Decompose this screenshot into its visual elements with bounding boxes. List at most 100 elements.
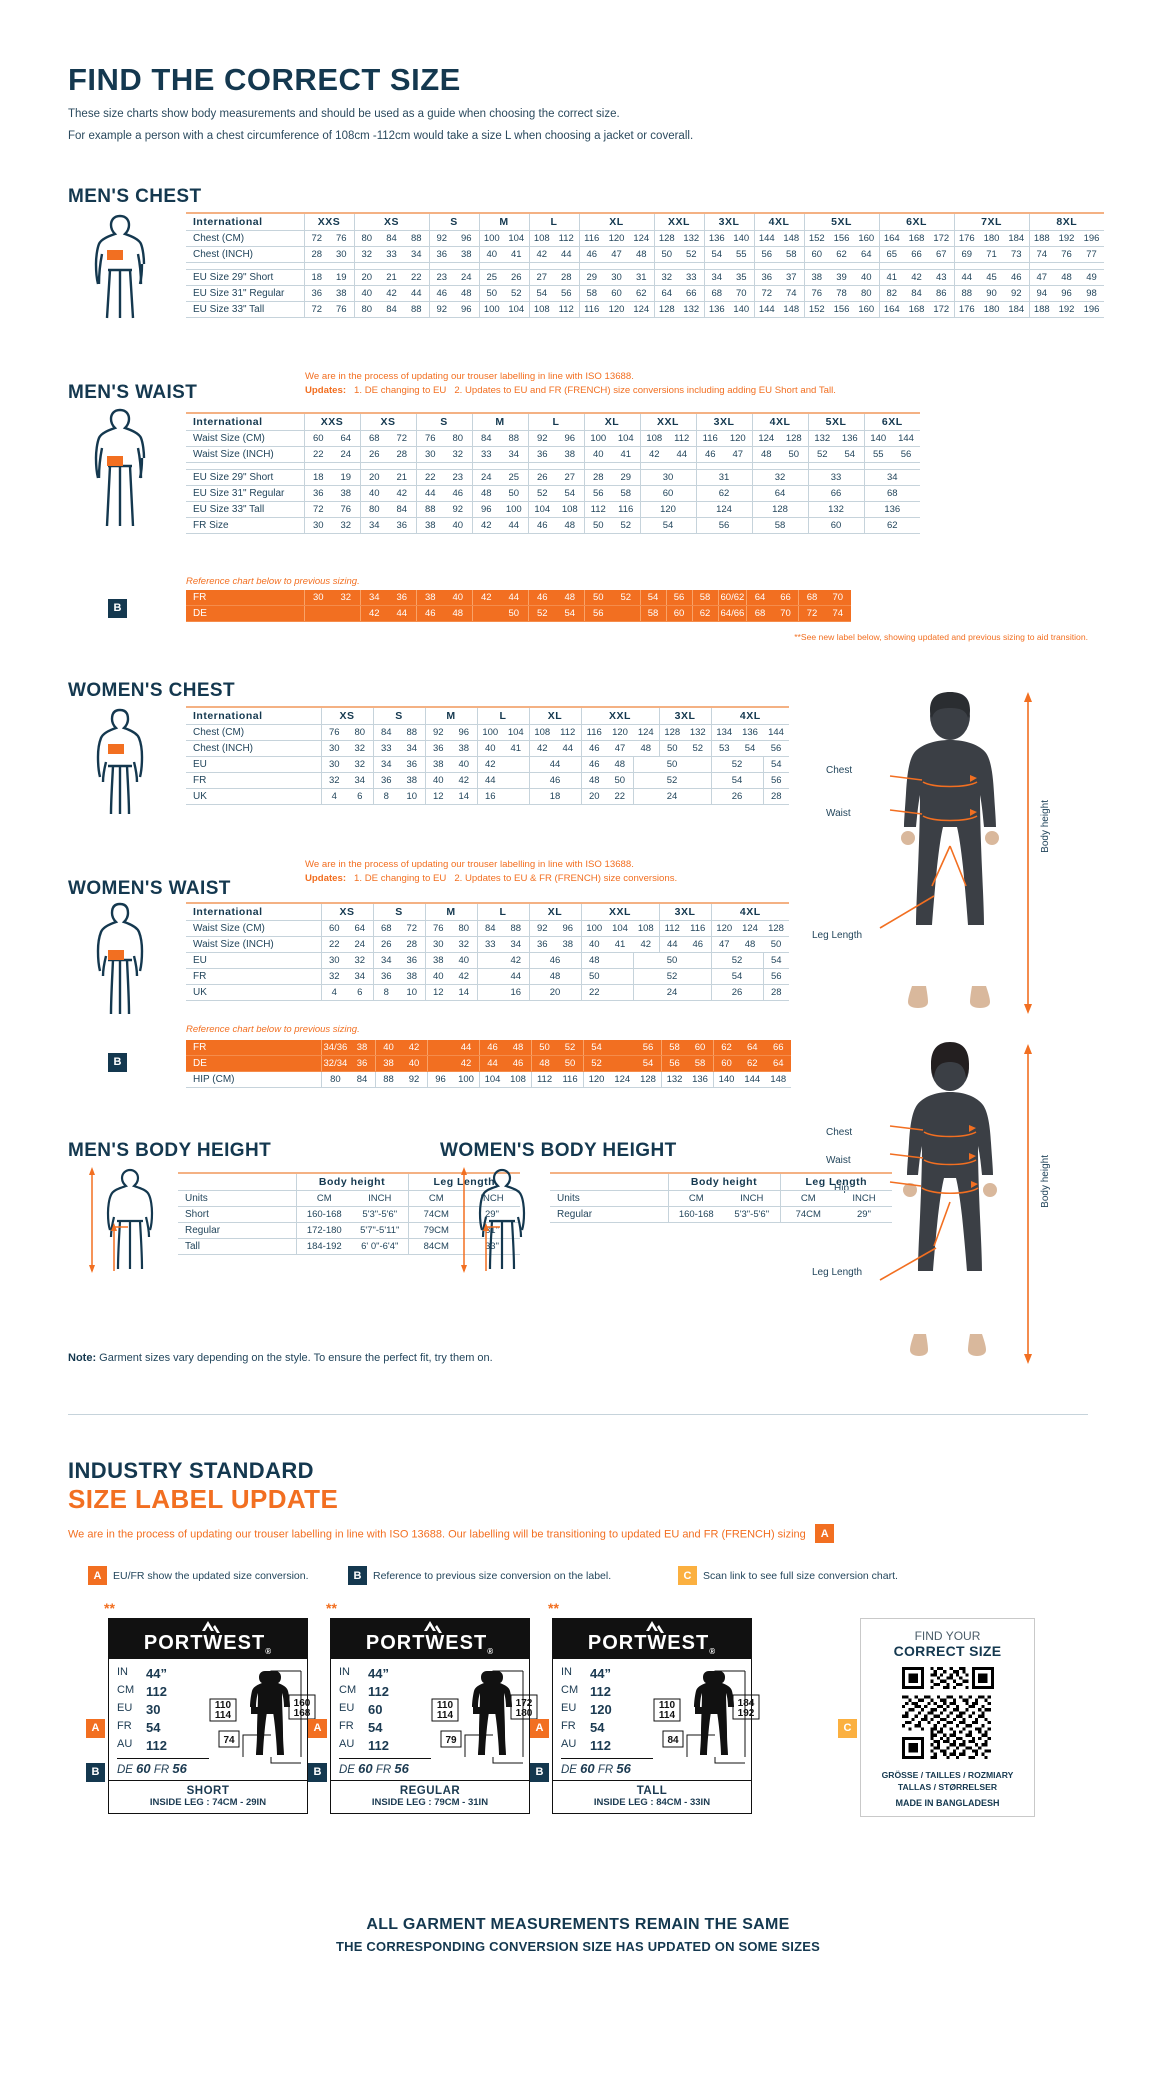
cell: 24 [454,269,479,286]
row-label: EU Size 29" Short [186,469,304,486]
cell: 76 [415,430,444,447]
cell: 104 [607,920,633,937]
cell: 29 [612,469,640,486]
cell [303,605,332,622]
table-row: Chest (INCH) 30 32 33 34 36 38 40 41 42 44 46 47 48 50… [186,740,789,757]
cell: 41 [878,269,904,286]
mens-body-height-title: MEN'S BODY HEIGHT [68,1140,272,1161]
row-label: Chest (INCH) [186,246,304,263]
cell [503,772,529,789]
cell: 40 [359,485,388,502]
cell: 40 [401,1055,428,1072]
label-badge-a-0: A [86,1718,105,1738]
table-row: UK 4 6 8 10 12 14 16 18 20 22 24 26 28 [186,788,789,805]
cell: 176 [953,301,979,318]
col-header-s: S [428,212,479,231]
col-header-8xl: 8XL [1028,212,1104,231]
sub-header: INCH [464,1190,520,1207]
womens-waist-table: International XS S M L XL XXL 3XL 4XL Waist Size … [186,902,789,1001]
table-row: Waist Size (CM) 60 64 68 72 76 80 84 88 92 96 100 10… [186,920,789,937]
size-key: IN [561,1666,572,1678]
cell: 90 [979,285,1004,302]
cell: 32 [353,246,379,263]
cell: 38 [329,285,354,302]
page-title: FIND THE CORRECT SIZE [68,62,461,97]
cell: 41 [503,740,529,757]
cell: 65 [878,246,904,263]
cell: 192 [1054,230,1079,247]
table-row: EU 30 32 34 36 38 40 42 46 48 50 52 54 [186,952,789,969]
cell: 100 [583,430,612,447]
cell: 36 [527,446,556,463]
cell: 24 [632,984,711,1001]
cell: 53 [710,740,737,757]
cell: 116 [685,920,711,937]
inside-leg: INSIDE LEG : 74CM - 29IN [149,1796,267,1808]
previous-size-line: DE 60 FR 56 [117,1757,209,1776]
cell: 28 [399,936,425,953]
svg-text:114: 114 [215,1710,232,1721]
group-header-body-height: Body height [667,1172,780,1191]
cell: 80 [347,724,373,741]
cell: 112 [668,430,696,447]
cell: 132 [685,724,711,741]
cell: 148 [779,230,804,247]
cell: 92 [528,920,555,937]
cell: 56 [892,446,920,463]
cell: 69 [953,246,979,263]
label-card-stars: ** [326,1600,337,1616]
womens-waist-update-line1: We are in the process of updating our tr… [305,859,634,870]
cell: 60 [803,246,829,263]
cell: 50 [500,605,528,622]
cell: 14 [451,984,477,1001]
label-badge-a-2: A [530,1718,549,1738]
col-header-xs: XS [359,412,416,431]
col-header-xl: XL [528,902,581,921]
cell: 74 [779,285,804,302]
cell: 92 [428,301,454,318]
cell: 88 [404,301,429,318]
size-key: CM [339,1683,357,1696]
units-label: Units [550,1190,668,1207]
cell: 25 [500,469,528,486]
cell: 62 [863,517,920,534]
row-label: FR [186,772,321,789]
cell: 156 [829,230,854,247]
womens-chest-table: International XS S M L XL XXL 3XL 4XL Chest (CM) 7… [186,706,789,805]
table-row: Regular 160-168 5'3"-5'6" 74CM 29" [550,1206,892,1223]
cell: 52 [710,952,763,969]
cell: 180 [979,301,1004,318]
cell: 46 [580,756,607,773]
row-label: EU Size 31" Regular [186,285,304,302]
cell: 20 [353,269,379,286]
cell: 46 [444,485,472,502]
cell: 50 [658,740,685,757]
cell: 74CM [779,1206,836,1223]
qr-code-icon[interactable] [867,1667,1028,1764]
row-label: FR Size [186,517,304,534]
cell: 10 [399,984,425,1001]
col-header-xl: XL [583,412,640,431]
fit-name: REGULAR [399,1784,461,1797]
size-conversion-list: IN 44” CM 112 EU 60 FR 54 AU 112 [339,1665,431,1755]
qr-languages-2: TALLAS / STØRRELSER [897,1781,998,1792]
cell: 10 [399,788,425,805]
size-label-card-tall: PORTWEST® IN 44” CM 112 EU 120 FR 54 AU 112 DE 60… [552,1618,760,1814]
cell: 152 [803,230,829,247]
size-key: EU [561,1701,577,1714]
svg-text:192: 192 [738,1708,755,1719]
cell: 42 [633,936,659,953]
table-row: UK 4 6 8 10 12 14 16 20 22 24 26 28 [186,984,789,1001]
cell: 50 [607,772,633,789]
cell: 172 [929,301,954,318]
col-header-7xl: 7XL [953,212,1029,231]
male-waist-label: Waist [826,808,851,819]
womens-waist-badge-b: B [108,1052,127,1072]
cell: 40 [580,936,607,953]
col-header-4xl: 4XL [710,706,789,725]
cell: 34 [703,269,729,286]
cell: 60 [639,485,696,502]
cell: 54 [582,1040,610,1056]
cell: 42 [471,590,500,606]
cell: 44 [404,285,429,302]
